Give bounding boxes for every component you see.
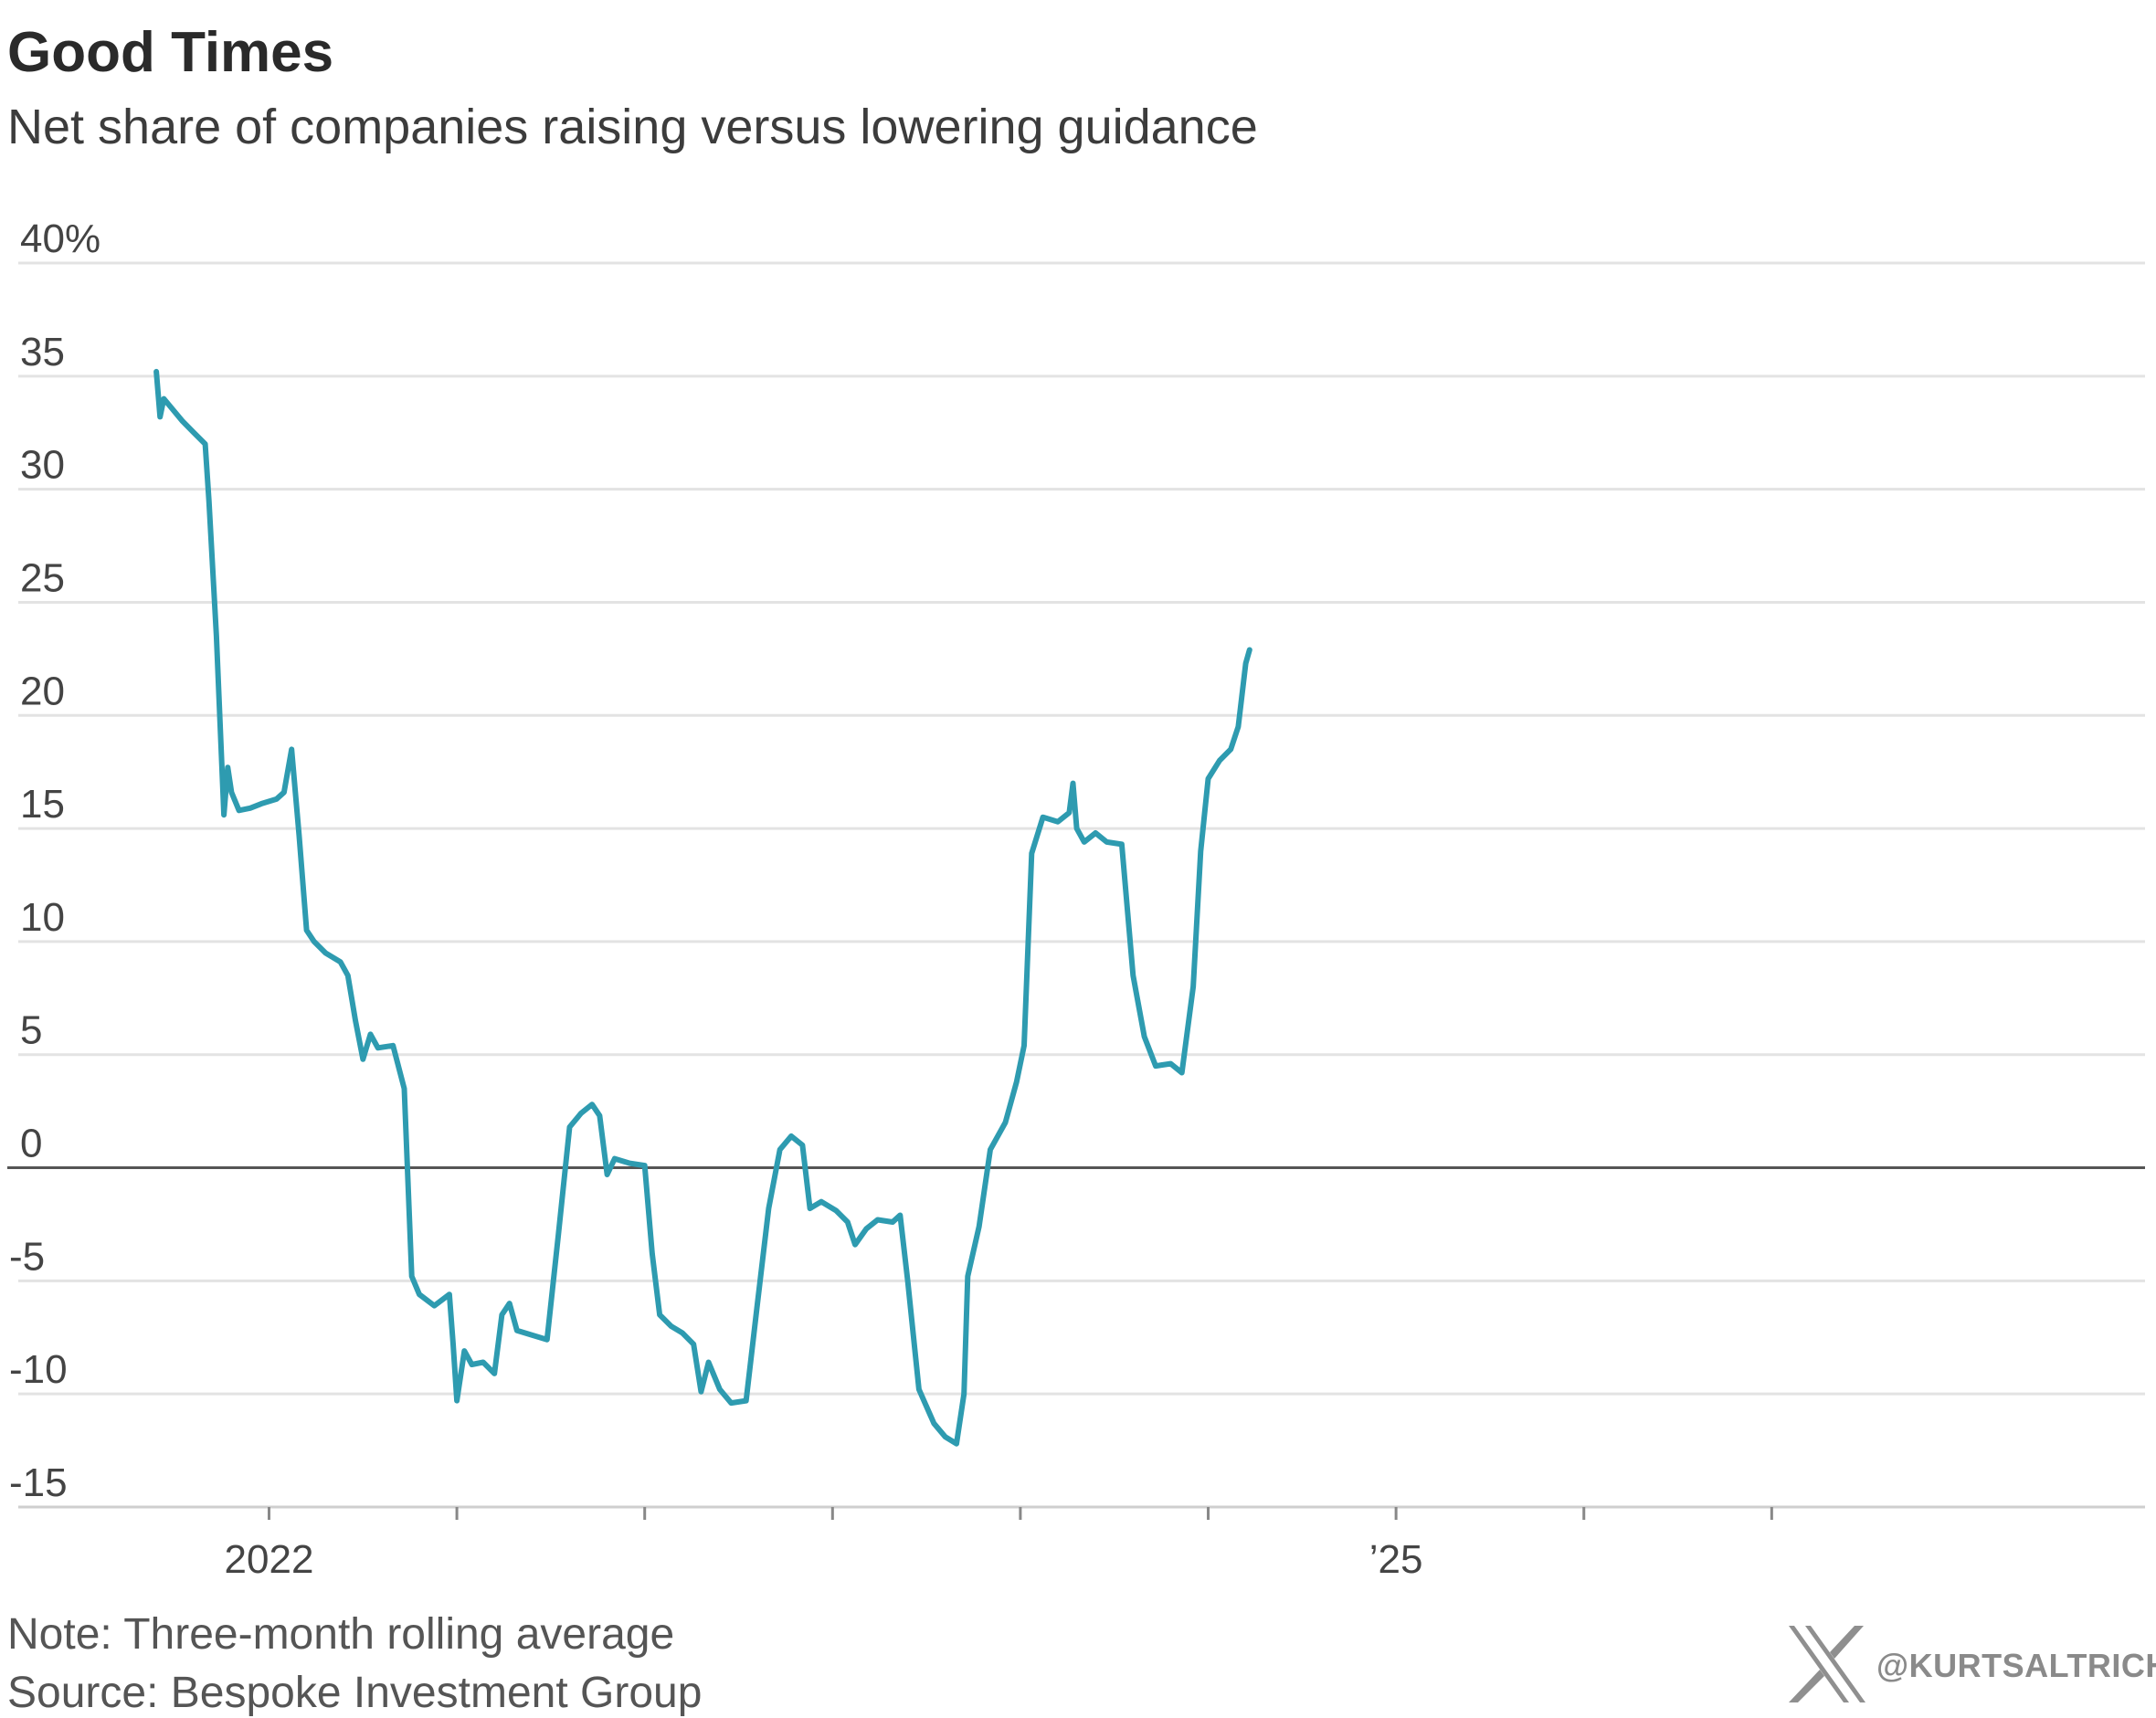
watermark-handle: @KURTSALTRICHTER <box>1876 1647 2156 1684</box>
line-chart: 40% 35 30 25 20 15 10 5 0 -5 -10 -15 2022 ’25 <box>7 216 2145 1582</box>
chart-note: Note: Three-month rolling average <box>7 1610 675 1659</box>
y-axis-ticks: 40% 35 30 25 20 15 10 5 0 -5 -10 -15 <box>9 216 100 1505</box>
series-line <box>153 368 1252 1447</box>
x-tick-label: ’25 <box>1369 1537 1423 1582</box>
y-tick-label: 5 <box>20 1008 42 1053</box>
chart-source: Source: Bespoke Investment Group <box>7 1669 703 1717</box>
chart-subtitle: Net share of companies raising versus lo… <box>7 100 1258 154</box>
y-tick-label: 20 <box>20 669 65 713</box>
y-tick-label: -5 <box>9 1234 45 1279</box>
y-tick-label: 35 <box>20 330 65 374</box>
x-axis: 2022 ’25 <box>225 1507 1773 1582</box>
gridlines <box>7 261 2145 1509</box>
y-tick-label: 25 <box>20 555 65 600</box>
watermark: @KURTSALTRICHTER <box>1783 1624 2156 1708</box>
y-tick-label: 40% <box>20 216 100 261</box>
y-tick-label: 30 <box>20 443 65 488</box>
x-tick-label: 2022 <box>225 1537 314 1582</box>
y-tick-label: 15 <box>20 782 65 827</box>
chart-title: Good Times <box>7 21 334 84</box>
series-layer <box>153 368 1252 1447</box>
y-tick-label: 0 <box>20 1122 42 1166</box>
y-tick-label: 10 <box>20 895 65 940</box>
y-tick-label: -15 <box>9 1460 68 1505</box>
y-tick-label: -10 <box>9 1347 68 1392</box>
x-logo-icon <box>1783 1622 1871 1711</box>
